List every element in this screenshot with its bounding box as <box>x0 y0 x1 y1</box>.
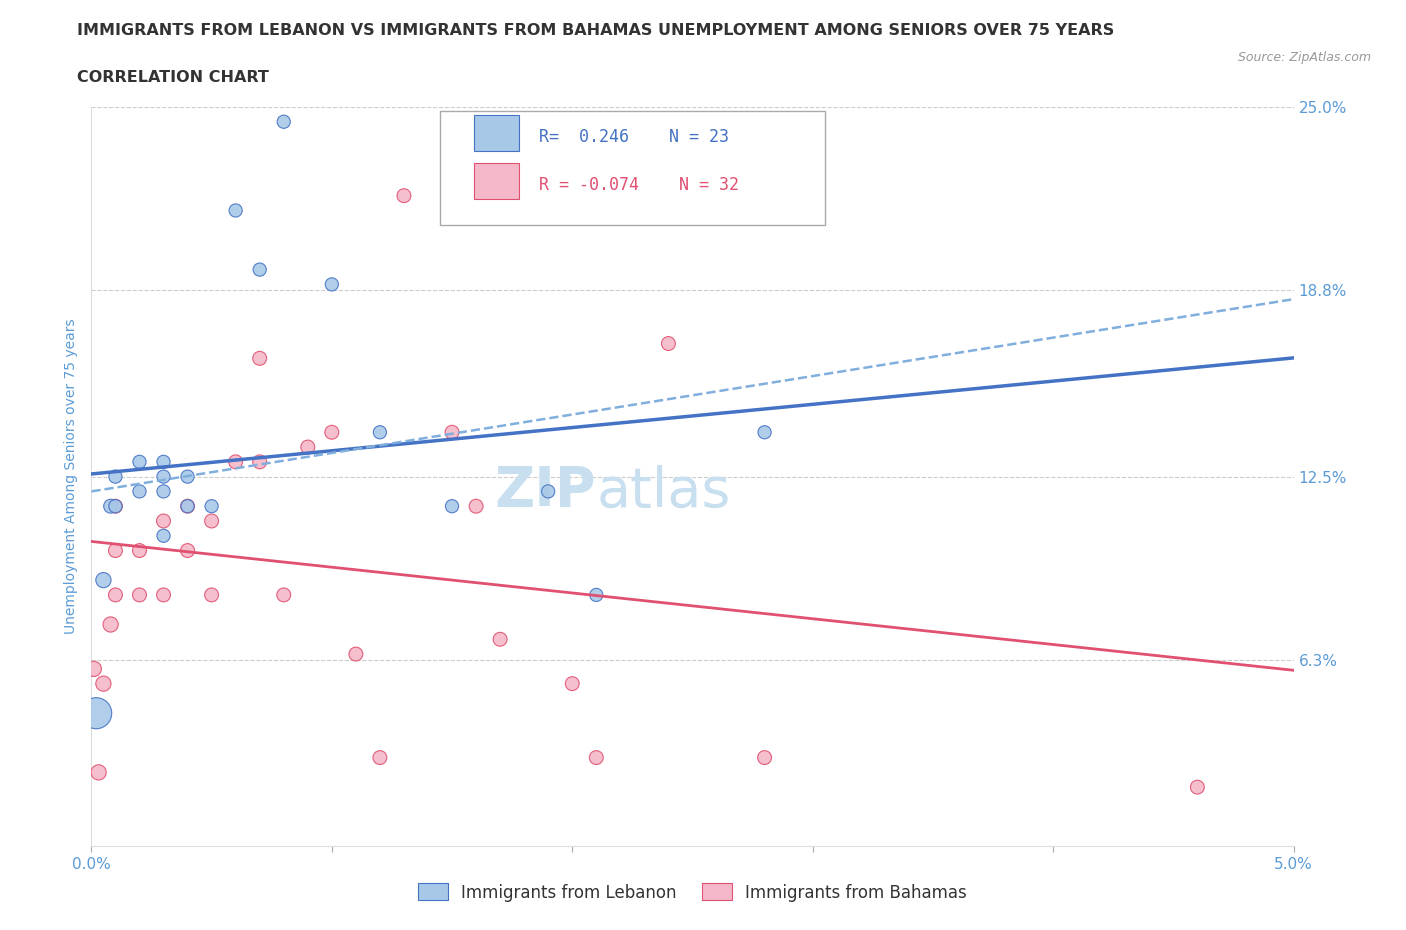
Point <box>321 277 343 292</box>
Point <box>465 498 488 513</box>
Point <box>297 440 319 455</box>
Point <box>489 631 512 646</box>
Point <box>249 262 271 277</box>
Point <box>537 484 560 498</box>
Bar <box>474 163 519 199</box>
Point <box>176 498 198 513</box>
Point <box>152 528 174 543</box>
Point <box>273 114 295 129</box>
Point <box>93 573 115 588</box>
Point <box>440 425 463 440</box>
Text: R=  0.246    N = 23: R= 0.246 N = 23 <box>538 127 728 145</box>
Point <box>100 498 122 513</box>
Point <box>201 498 224 513</box>
Point <box>104 498 127 513</box>
Point <box>344 646 367 661</box>
Point <box>104 498 127 513</box>
Point <box>585 751 607 765</box>
Point <box>104 470 127 485</box>
Point <box>754 425 776 440</box>
Point <box>87 764 110 779</box>
Point <box>273 588 295 603</box>
Point <box>152 588 174 603</box>
Point <box>176 470 198 485</box>
Point <box>152 484 174 498</box>
Point <box>84 706 107 721</box>
Point <box>225 455 247 470</box>
Point <box>585 588 607 603</box>
Point <box>201 588 224 603</box>
Point <box>1187 779 1209 794</box>
Point <box>201 513 224 528</box>
Point <box>104 588 127 603</box>
Point <box>657 336 679 351</box>
Point <box>561 676 583 691</box>
Point <box>83 661 105 676</box>
Point <box>249 351 271 365</box>
Point <box>128 484 150 498</box>
Point <box>176 543 198 558</box>
Point <box>440 498 463 513</box>
Point <box>754 751 776 765</box>
Text: ZIP: ZIP <box>495 464 596 518</box>
FancyBboxPatch shape <box>440 111 825 225</box>
Point <box>128 588 150 603</box>
Point <box>368 751 391 765</box>
Bar <box>474 114 519 152</box>
Point <box>128 455 150 470</box>
Point <box>225 203 247 218</box>
Text: Source: ZipAtlas.com: Source: ZipAtlas.com <box>1237 51 1371 64</box>
Text: IMMIGRANTS FROM LEBANON VS IMMIGRANTS FROM BAHAMAS UNEMPLOYMENT AMONG SENIORS OV: IMMIGRANTS FROM LEBANON VS IMMIGRANTS FR… <box>77 23 1115 38</box>
Text: R = -0.074    N = 32: R = -0.074 N = 32 <box>538 176 738 193</box>
Point <box>249 455 271 470</box>
Point <box>100 618 122 632</box>
Legend: Immigrants from Lebanon, Immigrants from Bahamas: Immigrants from Lebanon, Immigrants from… <box>412 877 973 909</box>
Y-axis label: Unemployment Among Seniors over 75 years: Unemployment Among Seniors over 75 years <box>65 319 79 634</box>
Point <box>152 513 174 528</box>
Point <box>128 543 150 558</box>
Point <box>93 676 115 691</box>
Point <box>321 425 343 440</box>
Text: CORRELATION CHART: CORRELATION CHART <box>77 70 269 85</box>
Point <box>152 470 174 485</box>
Point <box>368 425 391 440</box>
Point <box>104 543 127 558</box>
Point <box>392 188 415 203</box>
Point <box>176 498 198 513</box>
Point <box>152 455 174 470</box>
Text: atlas: atlas <box>596 464 731 518</box>
